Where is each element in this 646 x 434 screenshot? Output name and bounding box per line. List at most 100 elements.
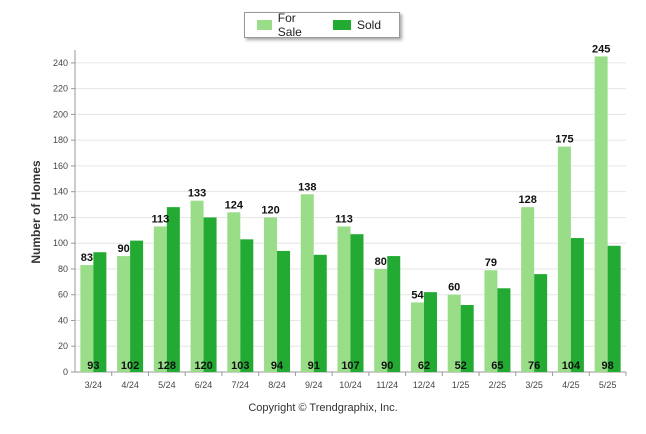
x-tick-label: 5/24 (158, 380, 176, 390)
x-tick-label: 10/24 (339, 380, 362, 390)
copyright-footer: Copyright © Trendgraphix, Inc. (248, 402, 398, 414)
data-label-for-sale: 80 (375, 256, 387, 268)
x-tick-label: 11/24 (376, 380, 398, 390)
x-tick-label: 6/24 (195, 380, 213, 390)
legend-label-sold: Sold (356, 18, 381, 32)
bar-sold[interactable] (130, 240, 144, 372)
data-label-sold: 94 (271, 360, 284, 372)
bar-sold[interactable] (166, 207, 180, 372)
bar-sold[interactable] (460, 305, 474, 372)
data-label-sold: 98 (602, 360, 614, 372)
x-tick-label: 5/25 (599, 380, 617, 390)
x-tick-label: 2/25 (489, 380, 507, 390)
y-tick-label: 80 (58, 264, 68, 274)
y-tick-label: 40 (58, 315, 68, 325)
x-tick-label: 3/24 (85, 380, 103, 390)
x-tick-label: 4/25 (562, 380, 580, 390)
y-axis-label: Number of Homes (29, 160, 43, 264)
y-tick-label: 20 (58, 341, 68, 351)
data-label-sold: 104 (562, 360, 581, 372)
y-tick-label: 240 (53, 58, 68, 68)
data-label-for-sale: 133 (188, 188, 206, 200)
data-labels: 83 93 90 102 113 128 133 120 124 103 120 94 138 91 113… (81, 43, 614, 372)
y-tick-label: 120 (53, 212, 68, 222)
bar-sold[interactable] (570, 238, 584, 372)
y-tick-label: 0 (63, 367, 68, 377)
data-label-sold: 76 (528, 360, 540, 372)
legend-swatch-for-sale (257, 20, 272, 30)
bar-sold[interactable] (277, 250, 291, 372)
data-label-for-sale: 60 (448, 282, 460, 294)
data-label-for-sale: 124 (225, 199, 244, 211)
data-label-for-sale: 83 (81, 252, 93, 264)
y-tick-label: 200 (53, 109, 68, 119)
data-label-for-sale: 113 (335, 213, 353, 225)
data-label-sold: 107 (341, 360, 359, 372)
bar-for-sale[interactable] (117, 256, 131, 372)
bar-sold[interactable] (534, 274, 548, 372)
data-label-for-sale: 79 (485, 257, 497, 269)
data-label-sold: 52 (455, 360, 467, 372)
data-label-for-sale: 138 (298, 181, 316, 193)
data-label-sold: 103 (231, 360, 249, 372)
legend: For Sale Sold (244, 11, 400, 39)
bar-for-sale[interactable] (594, 56, 608, 372)
x-tick-label: 3/25 (525, 380, 543, 390)
bar-for-sale[interactable] (80, 265, 94, 372)
y-tick-label: 220 (53, 84, 68, 94)
bar-sold[interactable] (203, 217, 217, 372)
bar-for-sale[interactable] (300, 194, 314, 372)
bar-for-sale[interactable] (227, 212, 241, 372)
data-label-for-sale: 128 (518, 194, 536, 206)
data-label-for-sale: 120 (261, 204, 279, 216)
y-tick-label: 60 (58, 290, 68, 300)
data-label-sold: 91 (308, 360, 320, 372)
legend-swatch-sold (332, 20, 351, 30)
bar-for-sale[interactable] (521, 207, 535, 372)
data-label-sold: 102 (121, 360, 139, 372)
bar-sold[interactable] (387, 256, 401, 372)
bar-sold[interactable] (423, 292, 437, 372)
bar-sold[interactable] (240, 239, 254, 372)
data-label-for-sale: 175 (555, 134, 573, 146)
bar-for-sale[interactable] (264, 217, 278, 372)
legend-label-for-sale: For Sale (277, 11, 302, 39)
data-label-for-sale: 90 (117, 243, 129, 255)
data-label-sold: 128 (158, 360, 176, 372)
bar-sold[interactable] (350, 234, 364, 372)
legend-item-for-sale[interactable]: For Sale (257, 11, 315, 39)
data-label-sold: 93 (87, 360, 99, 372)
legend-item-sold[interactable]: Sold (332, 18, 381, 32)
bar-for-sale[interactable] (153, 226, 167, 372)
bar-sold[interactable] (607, 245, 621, 372)
bar-for-sale[interactable] (410, 302, 424, 372)
y-tick-label: 140 (53, 187, 68, 197)
data-label-for-sale: 245 (592, 43, 610, 55)
data-label-sold: 90 (381, 360, 393, 372)
y-tick-label: 160 (53, 161, 68, 171)
bar-sold[interactable] (93, 252, 107, 372)
x-tick-label: 4/24 (121, 380, 139, 390)
bar-for-sale[interactable] (484, 270, 498, 372)
data-label-for-sale: 113 (151, 213, 169, 225)
bar-for-sale[interactable] (190, 200, 204, 372)
x-tick-label: 8/24 (268, 380, 286, 390)
bar-sold[interactable] (497, 288, 511, 372)
bar-sold[interactable] (313, 254, 327, 372)
bar-for-sale[interactable] (337, 226, 351, 372)
y-tick-label: 100 (53, 238, 68, 248)
data-label-sold: 120 (194, 360, 212, 372)
x-tick-label: 1/25 (452, 380, 470, 390)
data-label-sold: 65 (491, 360, 503, 372)
data-label-for-sale: 54 (411, 289, 424, 301)
data-label-sold: 62 (418, 360, 430, 372)
y-tick-label: 180 (53, 135, 68, 145)
x-tick-label: 12/24 (413, 380, 436, 390)
bar-for-sale[interactable] (557, 146, 571, 372)
x-tick-label: 7/24 (232, 380, 250, 390)
bars (80, 56, 621, 372)
bar-for-sale[interactable] (447, 294, 461, 372)
x-tick-label: 9/24 (305, 380, 323, 390)
bar-for-sale[interactable] (374, 268, 388, 372)
